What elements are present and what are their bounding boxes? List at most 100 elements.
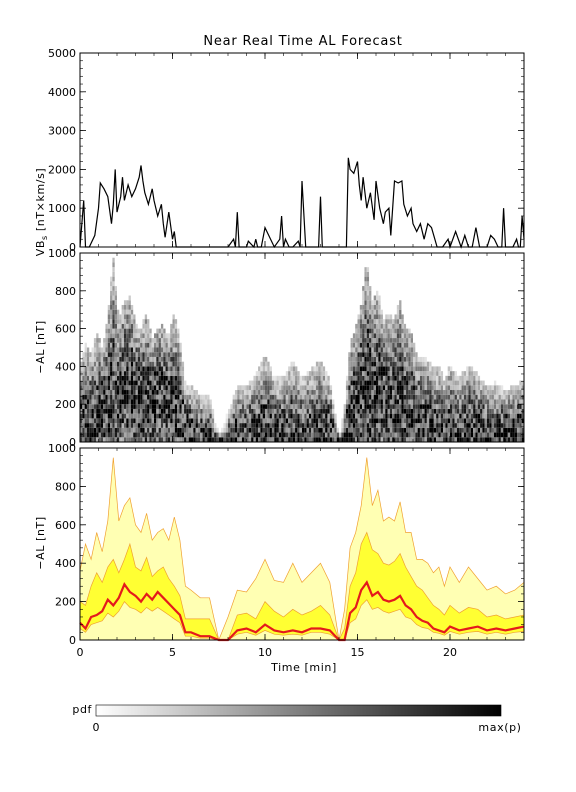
- pdf-cell: [466, 385, 469, 391]
- pdf-cell: [459, 390, 462, 395]
- pdf-cell: [228, 432, 231, 438]
- pdf-cell: [496, 408, 499, 414]
- pdf-cell: [130, 366, 134, 372]
- al-forecast-ytick-label: 400: [55, 557, 76, 570]
- pdf-cell: [327, 437, 330, 442]
- pdf-cell: [283, 375, 286, 381]
- pdf-cell: [357, 418, 360, 424]
- pdf-cell: [394, 314, 397, 320]
- pdf-cell: [431, 371, 434, 376]
- pdf-cell: [209, 427, 212, 433]
- pdf-cell: [91, 380, 94, 386]
- pdf-cell: [209, 418, 212, 424]
- pdf-cell: [158, 418, 161, 424]
- pdf-cell: [179, 380, 182, 386]
- pdf-cell: [521, 399, 524, 405]
- pdf-cell: [359, 390, 363, 395]
- pdf-cell: [482, 437, 485, 442]
- pdf-cell: [468, 390, 471, 395]
- pdf-cell: [147, 352, 150, 357]
- pdf-cell: [359, 323, 363, 329]
- pdf-cell: [466, 423, 469, 428]
- pdf-cell: [82, 356, 85, 362]
- pdf-cell: [376, 352, 379, 357]
- pdf-cell: [382, 413, 386, 419]
- pdf-cell: [387, 437, 390, 442]
- pdf-cell: [126, 418, 129, 424]
- pdf-cell: [160, 338, 164, 343]
- pdf-cell: [440, 423, 444, 428]
- pdf-cell: [195, 394, 198, 400]
- pdf-cell: [158, 390, 161, 395]
- pdf-cell: [315, 418, 319, 424]
- pdf-cell: [114, 418, 117, 424]
- pdf-cell: [112, 333, 115, 339]
- pdf-cell: [140, 408, 143, 414]
- pdf-cell: [389, 323, 393, 329]
- pdf-cell: [447, 423, 450, 428]
- pdf-cell: [142, 423, 145, 428]
- al-forecast-ytick-label: 800: [55, 480, 76, 493]
- pdf-cell: [376, 309, 379, 315]
- pdf-cell: [200, 423, 203, 428]
- pdf-cell: [313, 385, 316, 391]
- pdf-cell: [121, 323, 124, 329]
- pdf-cell: [456, 375, 460, 381]
- pdf-cell: [382, 352, 386, 357]
- pdf-cell: [315, 427, 319, 433]
- pdf-cell: [415, 390, 418, 395]
- pdf-cell: [258, 408, 261, 414]
- pdf-cell: [179, 413, 182, 419]
- pdf-cell: [410, 418, 413, 424]
- pdf-cell: [98, 437, 101, 442]
- pdf-cell: [204, 394, 208, 400]
- pdf-cell: [433, 418, 437, 424]
- pdf-cell: [484, 404, 487, 409]
- pdf-cell: [181, 390, 185, 395]
- pdf-cell: [89, 437, 92, 442]
- pdf-cell: [82, 390, 85, 395]
- pdf-cell: [123, 356, 127, 362]
- pdf-cell: [341, 418, 344, 424]
- pdf-cell: [149, 361, 152, 367]
- pdf-cell: [408, 385, 411, 391]
- pdf-cell: [93, 385, 97, 391]
- pdf-cell: [260, 394, 263, 400]
- pdf-cell: [142, 413, 145, 419]
- pdf-cell: [160, 432, 164, 438]
- pdf-cell: [327, 390, 330, 395]
- pdf-cell: [403, 361, 407, 367]
- pdf-cell: [392, 333, 395, 339]
- pdf-cell: [149, 342, 152, 348]
- pdf-cell: [128, 309, 131, 315]
- pdf-cell: [521, 437, 524, 442]
- pdf-cell: [389, 413, 393, 419]
- pdf-cell: [295, 375, 298, 381]
- pdf-cell: [362, 423, 365, 428]
- pdf-cell: [315, 390, 319, 395]
- pdf-cell: [519, 423, 522, 428]
- pdf-cell: [429, 437, 432, 442]
- pdf-cell: [366, 390, 370, 395]
- pdf-cell: [154, 404, 157, 409]
- pdf-cell: [262, 408, 265, 414]
- pdf-cell: [366, 404, 370, 409]
- pdf-cell: [160, 437, 164, 442]
- pdf-cell: [359, 437, 363, 442]
- pdf-cell: [477, 380, 481, 386]
- pdf-cell: [262, 427, 265, 433]
- pdf-cell: [149, 356, 152, 362]
- pdf-cell: [396, 333, 400, 339]
- pdf-cell: [406, 394, 409, 400]
- pdf-cell: [117, 380, 120, 386]
- pdf-cell: [514, 394, 518, 400]
- pdf-cell: [413, 356, 416, 362]
- pdf-cell: [174, 361, 178, 367]
- pdf-cell: [311, 366, 314, 372]
- pdf-cell: [89, 427, 92, 433]
- pdf-cell: [463, 394, 467, 400]
- pdf-cell: [422, 366, 425, 372]
- pdf-cell: [496, 432, 499, 438]
- pdf-cell: [311, 390, 314, 395]
- pdf-cell: [167, 394, 171, 400]
